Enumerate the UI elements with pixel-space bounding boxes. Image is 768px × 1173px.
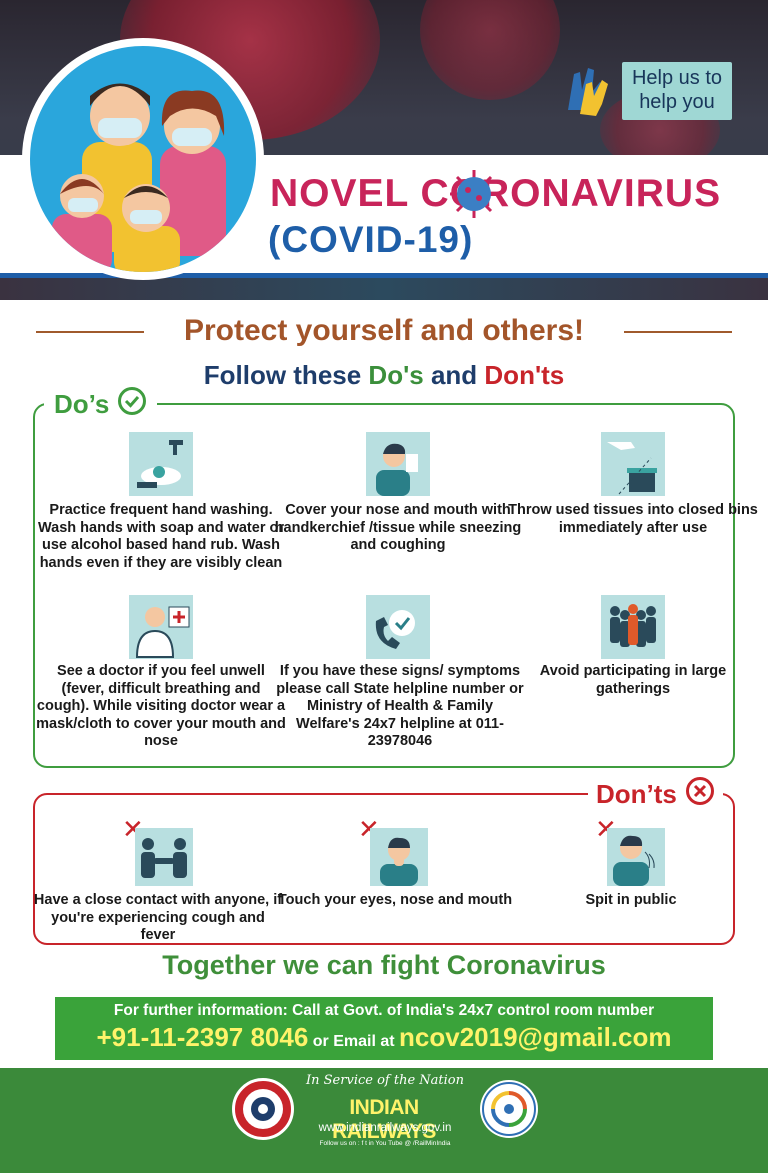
org-name: INDIAN RAILWAYS: [332, 1096, 436, 1143]
title-underline: [0, 273, 768, 278]
dos-caption-4: See a doctor if you feel unwell (fever, …: [36, 663, 286, 749]
follow-prefix: Follow these: [203, 360, 369, 390]
heading-rule-left: [36, 331, 144, 333]
protect-heading: Protect yourself and others!: [183, 314, 585, 347]
donts-box: [33, 793, 735, 945]
dos-caption-3: Throw used tissues into closed bins imme…: [508, 502, 758, 536]
raised-hands-icon: [560, 60, 620, 120]
website-link[interactable]: www.indianrailways.gov.in: [318, 1122, 452, 1134]
touch-face-icon: [370, 828, 428, 886]
virus-icon: [448, 168, 500, 220]
help-badge-line1: Help us to: [631, 67, 723, 89]
doctor-icon: [129, 595, 193, 659]
heading-rule-right: [624, 331, 732, 333]
dos-label: Do’s: [44, 386, 158, 423]
family-illustration: [22, 38, 264, 280]
follow-dos: Do's: [368, 360, 424, 390]
email-label: or Email at: [308, 1033, 400, 1050]
tissue-bin-icon: [601, 432, 665, 496]
spit-icon: [607, 828, 665, 886]
contact-line: +91-11-2397 8046 or Email at ncov2019@gm…: [55, 1022, 713, 1053]
follow-heading: Follow these Do's and Don'ts: [0, 360, 768, 391]
crowd-icon: [601, 595, 665, 659]
donts-caption-2: Touch your eyes, nose and mouth: [277, 892, 513, 908]
donts-label-text: Don’ts: [596, 779, 677, 809]
helpline-phone-icon: [366, 595, 430, 659]
handshake-icon: [135, 828, 193, 886]
dos-caption-6: Avoid participating in large gatherings: [539, 663, 727, 697]
sneeze-cover-icon: [366, 432, 430, 496]
dos-caption-5: If you have these signs/ symptoms please…: [276, 663, 524, 749]
footer: [0, 1068, 768, 1173]
dos-box: [33, 403, 735, 768]
follow-and: and: [423, 360, 485, 390]
help-badge-line2: help you: [639, 91, 715, 113]
virus-strip: [0, 278, 768, 300]
social-links[interactable]: Follow us on : f t in You Tube @ /RailMi…: [319, 1140, 451, 1147]
dos-caption-1: Practice frequent hand washing. Wash han…: [38, 502, 284, 571]
campaign-logo: [480, 1080, 538, 1138]
help-us-badge: Help us to help you: [622, 62, 732, 120]
helpline-number[interactable]: +91-11-2397 8046: [96, 1022, 309, 1052]
contact-info-bar: For further information: Call at Govt. o…: [55, 997, 713, 1060]
indian-railways-logo: [232, 1078, 294, 1140]
dos-caption-2: Cover your nose and mouth with handkerch…: [274, 502, 522, 553]
hand-washing-icon: [129, 432, 193, 496]
x-circle-icon: [685, 776, 715, 813]
together-slogan: Together we can fight Coronavirus: [162, 950, 606, 980]
service-tagline: In Service of the Nation: [306, 1073, 464, 1088]
info-line: For further information: Call at Govt. o…: [113, 1002, 655, 1019]
check-circle-icon: [117, 386, 147, 423]
email-link[interactable]: ncov2019@gmail.com: [399, 1022, 672, 1052]
donts-caption-1: Have a close contact with anyone, if you…: [33, 892, 283, 943]
dos-label-text: Do’s: [54, 389, 110, 419]
follow-donts: Don'ts: [484, 360, 565, 390]
donts-caption-3: Spit in public: [585, 892, 677, 908]
page-subtitle: (COVID-19): [268, 219, 474, 260]
donts-label: Don’ts: [588, 776, 723, 813]
